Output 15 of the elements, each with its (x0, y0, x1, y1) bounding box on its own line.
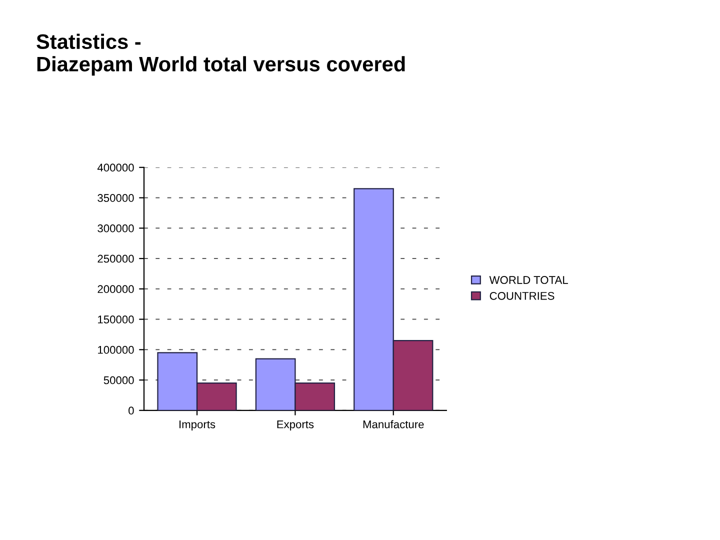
y-tick-label: 200000 (98, 285, 134, 294)
y-tick-label: 250000 (98, 254, 134, 263)
y-tick-label: 50000 (104, 376, 134, 384)
legend-label: WORLD TOTAL (489, 276, 568, 284)
y-tick-label: 300000 (98, 224, 134, 232)
y-tick-label: 100000 (98, 346, 134, 354)
chart-title: Statistics - Diazepam World total versus covered (36, 34, 405, 76)
x-tick-label: Imports (180, 420, 216, 430)
y-tick-label: 0 (128, 406, 134, 415)
y-tick-label: 400000 (97, 164, 134, 172)
x-tick-label: Manufacture (363, 420, 424, 428)
legend-label: COUNTRIES (490, 292, 554, 300)
y-tick-label: 350000 (98, 194, 134, 202)
x-tick-label: Exports (277, 420, 314, 430)
y-tick-label: 150000 (98, 316, 134, 324)
